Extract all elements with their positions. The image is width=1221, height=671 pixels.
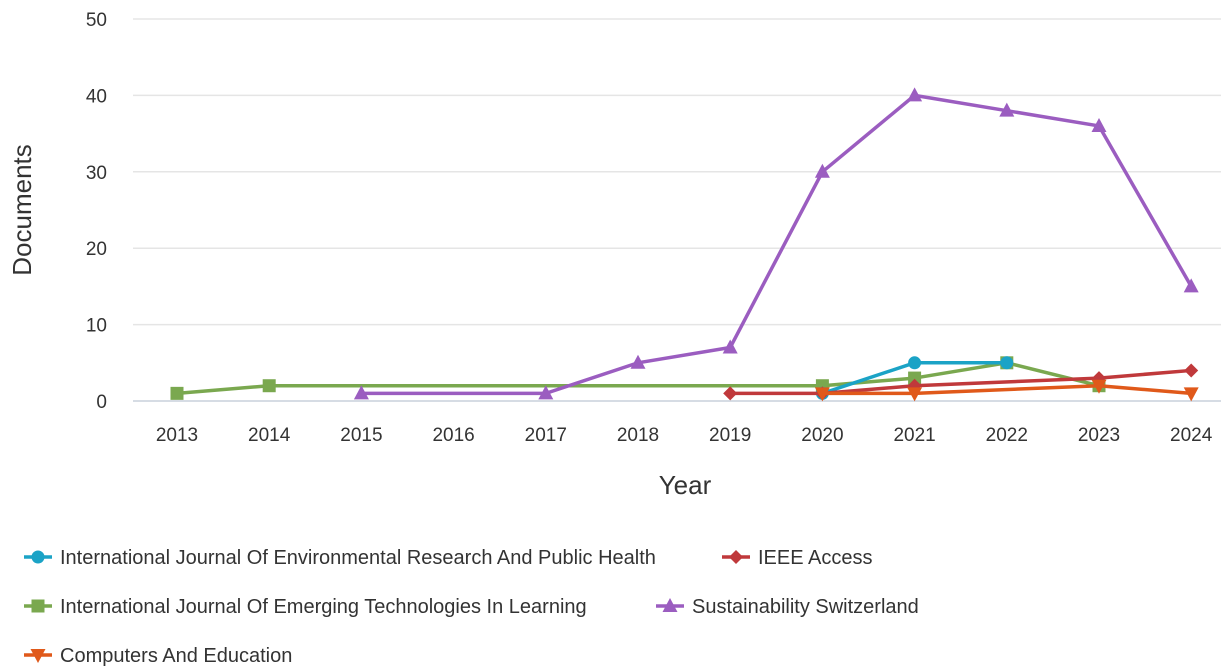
x-tick-label: 2023 [1078, 425, 1120, 446]
data-point [907, 87, 923, 102]
legend-swatch-marker [30, 649, 46, 663]
x-tick-label: 2014 [248, 425, 291, 446]
legend-swatch-marker [662, 598, 678, 612]
data-point [1091, 379, 1107, 394]
x-tick-label: 2013 [156, 425, 198, 446]
data-point [907, 387, 923, 402]
y-tick-label: 30 [86, 163, 107, 184]
legend-label: Computers And Education [60, 645, 292, 667]
data-point [1000, 356, 1014, 370]
x-tick-label: 2016 [432, 425, 474, 446]
x-tick-label: 2017 [525, 425, 567, 446]
legend-item: International Journal Of Environmental R… [24, 547, 656, 569]
x-tick-label: 2022 [986, 425, 1028, 446]
legend-item: International Journal Of Emerging Techno… [24, 596, 587, 618]
x-tick-label: 2018 [617, 425, 659, 446]
legend-swatch-marker [729, 550, 743, 564]
series-group [814, 379, 1199, 402]
legend-label: IEEE Access [758, 547, 873, 569]
x-tick-label: 2015 [340, 425, 382, 446]
legend-label: International Journal Of Environmental R… [60, 547, 656, 569]
data-point [262, 379, 276, 393]
data-point [908, 356, 922, 370]
legend-label: International Journal Of Emerging Techno… [60, 596, 587, 618]
data-point [1184, 363, 1199, 378]
data-point [723, 386, 738, 401]
data-point [1183, 278, 1199, 293]
y-axis-title: Documents [7, 144, 37, 276]
series-line [820, 383, 1193, 396]
legend-item: Computers And Education [24, 645, 292, 667]
legend-label: Sustainability Switzerland [692, 596, 919, 618]
x-axis-ticks: 2013 2014 2015 2016 2017 2018 2019 2020 2021 2022… [156, 425, 1213, 446]
data-point [1183, 387, 1199, 402]
legend-item: IEEE Access [722, 547, 873, 569]
data-point [1091, 117, 1107, 132]
data-point [814, 387, 830, 402]
data-point [999, 102, 1015, 117]
data-point [814, 163, 830, 178]
data-point [908, 371, 922, 385]
legend: International Journal Of Environmental R… [24, 547, 919, 667]
legend-swatch-marker [31, 599, 45, 613]
data-point [170, 386, 184, 400]
data-point [630, 354, 646, 369]
data-point [353, 385, 369, 400]
data-point [538, 385, 554, 400]
series-line [175, 361, 1101, 396]
y-tick-label: 0 [96, 392, 107, 413]
y-tick-label: 10 [86, 316, 107, 337]
y-tick-label: 40 [86, 86, 107, 107]
x-tick-label: 2019 [709, 425, 751, 446]
series-layer [170, 87, 1199, 402]
data-point [722, 339, 738, 354]
legend-swatch-marker [31, 550, 45, 564]
y-axis-ticks: 0 10 20 30 40 50 [86, 10, 107, 413]
y-tick-label: 50 [86, 10, 107, 31]
grid-lines [133, 18, 1221, 326]
x-tick-label: 2024 [1170, 425, 1213, 446]
y-tick-label: 20 [86, 239, 107, 260]
series-group [353, 87, 1199, 400]
x-tick-label: 2020 [801, 425, 843, 446]
x-tick-label: 2021 [893, 425, 935, 446]
series-line [359, 93, 1193, 396]
x-axis-title: Year [659, 470, 712, 500]
legend-item: Sustainability Switzerland [656, 596, 919, 618]
